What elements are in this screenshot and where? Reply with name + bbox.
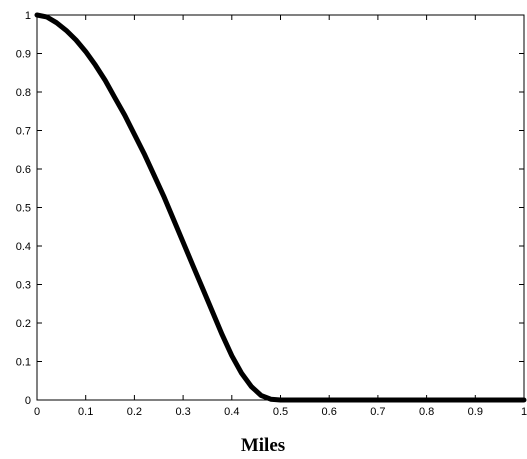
x-tick-label: 0 — [34, 406, 40, 418]
series-line-1 — [34, 12, 527, 403]
y-tick-label: 0.1 — [16, 357, 31, 369]
x-tick-label: 0.8 — [419, 406, 434, 418]
x-tick-label: 0.9 — [468, 406, 483, 418]
x-tick-label: 0.7 — [370, 406, 385, 418]
axis-ticks: 0 0.1 0.2 0.3 0.4 0.5 0.6 0.7 0.8 0.9 1 0 0.1 0.2 0.3 0… — [16, 10, 527, 418]
y-tick-label: 0.9 — [16, 49, 31, 61]
x-tick-label: 0.5 — [273, 406, 288, 418]
x-tick-label: 0.4 — [224, 406, 239, 418]
y-tick-label: 0.5 — [16, 203, 31, 215]
y-tick-label: 0.6 — [16, 164, 31, 176]
series-layer — [34, 12, 527, 403]
y-tick-label: 0.8 — [16, 87, 31, 99]
x-tick-label: 1 — [521, 406, 527, 418]
plot-area — [36, 14, 525, 401]
y-tick-label: 0 — [25, 395, 31, 407]
x-axis-title: Miles — [241, 435, 285, 456]
x-tick-label: 0.3 — [175, 406, 190, 418]
y-tick-label: 0.7 — [16, 126, 31, 138]
x-tick-label: 0.1 — [78, 406, 93, 418]
y-tick-label: 0.3 — [16, 280, 31, 292]
y-tick-label: 1 — [25, 10, 31, 22]
y-tick-label: 0.2 — [16, 318, 31, 330]
x-tick-label: 0.2 — [127, 406, 142, 418]
x-tick-label: 0.6 — [322, 406, 337, 418]
y-tick-label: 0.4 — [16, 241, 31, 253]
